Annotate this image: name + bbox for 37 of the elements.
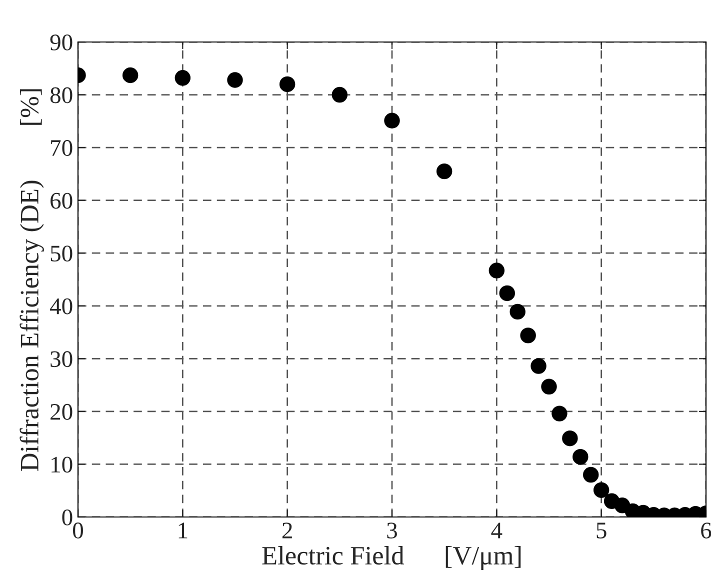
point bbox=[499, 285, 515, 302]
y-tick-label: 50 bbox=[50, 246, 72, 262]
point bbox=[174, 70, 191, 86]
x-tick-label: 0 bbox=[72, 522, 84, 538]
y-tick-label: 60 bbox=[50, 192, 72, 209]
point bbox=[583, 466, 599, 483]
point bbox=[530, 358, 546, 374]
point bbox=[227, 72, 243, 88]
y-axis-title: Diffraction Efficiency (DE) [%] bbox=[20, 89, 44, 471]
point bbox=[279, 76, 296, 92]
x-tick-label: 6 bbox=[701, 522, 711, 538]
x-tick-label: 3 bbox=[387, 522, 397, 538]
point bbox=[552, 406, 568, 422]
x-tick-label: 1 bbox=[178, 522, 188, 538]
point bbox=[572, 448, 588, 465]
y-tick-label: 70 bbox=[51, 140, 72, 156]
point bbox=[436, 163, 452, 180]
point bbox=[541, 378, 557, 395]
y-tick-label: 0 bbox=[62, 509, 72, 526]
point bbox=[332, 86, 348, 103]
x-tick-label: 2 bbox=[282, 522, 292, 538]
y-tick-label: 80 bbox=[50, 87, 72, 104]
x-axis-title: Electric Field [V/μm] bbox=[262, 546, 521, 570]
point bbox=[520, 328, 536, 344]
y-tick-label: 30 bbox=[50, 351, 72, 368]
point bbox=[593, 482, 610, 498]
y-tick-label: 10 bbox=[52, 456, 72, 473]
y-tick-label: 90 bbox=[50, 34, 72, 50]
point bbox=[122, 67, 138, 84]
y-tick-label: 20 bbox=[50, 404, 72, 420]
x-tick-label: 4 bbox=[491, 522, 502, 538]
point bbox=[384, 112, 400, 129]
point bbox=[510, 304, 526, 320]
x-tick-label: 5 bbox=[596, 522, 606, 538]
point bbox=[562, 430, 578, 446]
point bbox=[488, 262, 505, 278]
y-tick-label: 40 bbox=[50, 298, 72, 314]
